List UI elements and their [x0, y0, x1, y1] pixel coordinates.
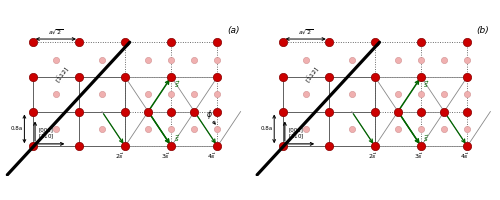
Text: $a\sqrt{2}$: $a\sqrt{2}$	[48, 27, 64, 36]
Text: $\vec{s}$: $\vec{s}$	[174, 133, 180, 144]
Text: $\vec{s}'$: $\vec{s}'$	[424, 79, 430, 90]
Text: $\vec{s}$: $\vec{s}$	[424, 133, 430, 144]
Text: $3\vec{s}$: $3\vec{s}$	[414, 152, 424, 161]
Text: $4\vec{s}$: $4\vec{s}$	[207, 152, 216, 161]
Text: 0.8a: 0.8a	[11, 126, 23, 131]
Text: 0.8a: 0.8a	[260, 126, 273, 131]
Text: $[\bar{1}10]$: $[\bar{1}10]$	[288, 132, 304, 141]
Text: (b): (b)	[476, 26, 490, 35]
Text: $4\vec{s}$: $4\vec{s}$	[460, 152, 470, 161]
Text: $\phi$: $\phi$	[206, 108, 212, 121]
Text: $2\vec{s}$: $2\vec{s}$	[115, 152, 124, 161]
Text: [001]: [001]	[288, 127, 303, 132]
Text: $2\vec{s}$: $2\vec{s}$	[368, 152, 378, 161]
Text: $a\sqrt{2}$: $a\sqrt{2}$	[298, 27, 314, 36]
Text: [001]: [001]	[38, 127, 53, 132]
Text: $\vec{s}'$: $\vec{s}'$	[174, 79, 180, 90]
Text: $3\vec{s}$: $3\vec{s}$	[161, 152, 170, 161]
Text: (a): (a)	[227, 26, 239, 35]
Text: $[\bar{1}12]$: $[\bar{1}12]$	[54, 64, 72, 85]
Text: $[\bar{1}10]$: $[\bar{1}10]$	[38, 132, 54, 141]
Text: $[\bar{1}12]$: $[\bar{1}12]$	[304, 64, 322, 85]
